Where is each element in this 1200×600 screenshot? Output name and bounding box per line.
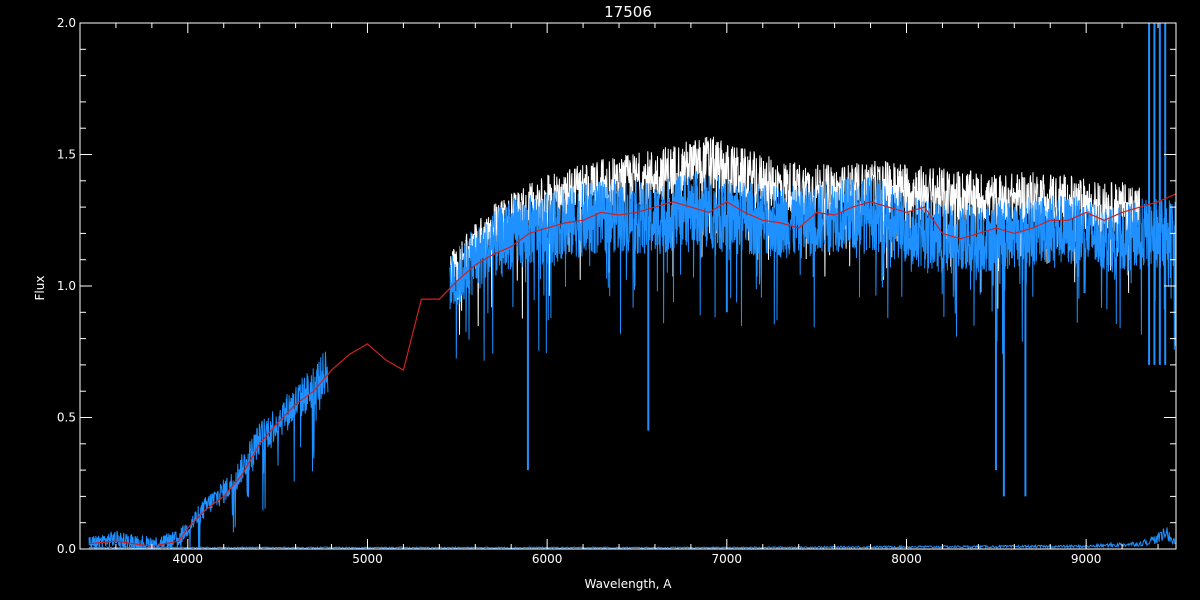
x-tick-label: 9000 [1071, 552, 1102, 566]
observed-spectrum-line [88, 351, 329, 549]
chart-title: 17506 [604, 3, 652, 21]
y-tick-label: 1.0 [57, 279, 76, 293]
y-tick-label: 1.5 [57, 148, 76, 162]
axis-ticks: 4000 5000 6000 7000 8000 9000 0.0 0.5 1.0 1.5 2.0 [57, 16, 1176, 566]
template-fit-line [88, 193, 1176, 548]
y-axis-label: Flux [33, 276, 47, 301]
x-tick-label: 4000 [173, 552, 204, 566]
x-tick-label: 6000 [532, 552, 563, 566]
observed-spectrum-segment-0 [449, 171, 1176, 361]
y-tick-label: 0.0 [57, 542, 76, 556]
x-axis-label: Wavelength, A [584, 577, 672, 591]
y-tick-label: 0.5 [57, 411, 76, 425]
x-tick-label: 7000 [712, 552, 743, 566]
x-tick-label: 8000 [891, 552, 922, 566]
error-spectrum-line [88, 527, 1176, 549]
y-tick-label: 2.0 [57, 16, 76, 30]
x-tick-label: 5000 [352, 552, 383, 566]
series-layer [88, 23, 1176, 549]
